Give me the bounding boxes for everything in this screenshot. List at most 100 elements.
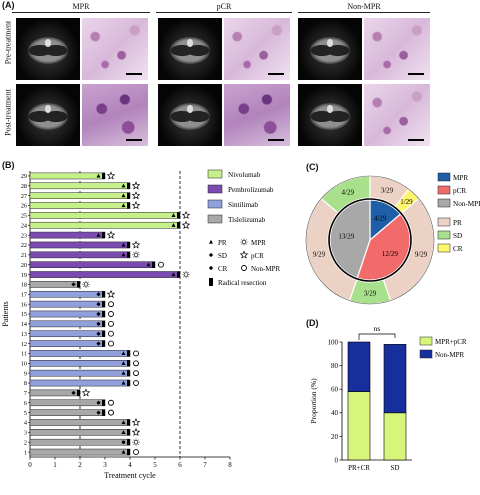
legend-swatch: [437, 198, 451, 208]
y-tick-label: 12: [21, 341, 27, 348]
resection-marker: [127, 350, 130, 357]
scale-bar: [126, 139, 142, 141]
legend-resection-label: Radical resection: [218, 279, 267, 287]
ct-image-pcr-pre: [158, 18, 222, 80]
response-marker: [121, 351, 126, 356]
outcome-marker: [131, 191, 141, 200]
y-tick-label: 19: [21, 272, 27, 279]
y-tick-label: 21: [21, 252, 27, 259]
legend-label: Pembrolizumab: [228, 186, 274, 194]
x-tick-label: 0: [28, 461, 32, 469]
proportion-stacked-bar-chart: 0 20 40 60 80 100 Proportion (%) PR+CR SD ns MPR+p…: [309, 324, 467, 472]
scale-bar: [126, 73, 142, 75]
legend-outcome-icon: [239, 250, 249, 259]
resection-marker: [77, 281, 80, 288]
legend-outcome-label: MPR: [251, 239, 266, 247]
y-tick-label: 11: [21, 351, 27, 358]
y-tick-label: 14: [21, 321, 27, 328]
x-tick-label: 1: [53, 461, 57, 469]
ct-image-pcr-post: [158, 84, 222, 146]
outcome-marker-ray: [83, 281, 85, 283]
legend-label: Non-MPR: [453, 200, 480, 208]
donut-slice-label: 3/29: [364, 290, 377, 298]
outcome-marker: [106, 289, 116, 298]
legend-label: Tislelizumab: [228, 216, 266, 224]
resection-marker: [177, 212, 180, 219]
resection-marker: [177, 271, 180, 278]
response-marker: [121, 183, 126, 188]
legend-outcome-icon-core: [241, 239, 247, 245]
y-tick-label: 60: [331, 386, 339, 394]
histology-image-mpr-post: [82, 84, 148, 146]
patient-bar: [29, 202, 131, 209]
ct-image-nonmpr-post: [298, 84, 362, 146]
patient-bar: [29, 429, 131, 436]
outcome-marker-ray: [183, 276, 185, 278]
outcome-marker: [182, 270, 190, 279]
legend-outcome-icon-ray: [241, 243, 243, 245]
patient-bar: [29, 409, 106, 416]
resection-marker: [127, 439, 130, 446]
resection-marker: [127, 182, 130, 189]
outcome-marker: [131, 427, 141, 437]
ct-image-nonmpr-pre: [298, 18, 362, 80]
outcome-marker-ray: [133, 256, 135, 258]
outcome-marker-ray: [87, 281, 89, 283]
group-title-mpr: MPR: [12, 2, 150, 13]
x-tick-label: 4: [128, 461, 132, 469]
response-marker: [121, 440, 126, 444]
response-marker: [96, 292, 101, 297]
patient-bar: [29, 231, 106, 239]
y-tick-label: 24: [21, 222, 27, 229]
outcome-marker: [181, 220, 191, 229]
panel-c-label: (C): [306, 162, 319, 172]
legend-swatch: [207, 169, 223, 179]
patient-bar: [29, 419, 131, 426]
donut-slice-label: 4/29: [342, 188, 355, 196]
outcome-marker: [108, 311, 114, 317]
response-marker: [121, 370, 126, 375]
outcome-marker: [133, 360, 139, 367]
x-tick-label: 6: [178, 461, 182, 469]
y-tick-label: 4: [24, 420, 27, 427]
outcome-marker-ray: [137, 443, 139, 445]
y-tick-label: 7: [24, 390, 27, 397]
resection-marker: [102, 409, 105, 416]
outcome-marker: [133, 370, 139, 377]
outcome-marker-core: [133, 252, 139, 257]
outcome-marker: [131, 181, 141, 190]
y-tick-label: 100: [328, 338, 339, 346]
legend-swatch: [207, 184, 223, 194]
outcome-marker: [131, 418, 141, 427]
donut-outer-border: [305, 175, 435, 305]
patient-bar: [29, 350, 131, 357]
response-marker: [96, 400, 101, 405]
patient-bar: [29, 369, 131, 377]
legend-label: pCR: [453, 187, 466, 195]
group-title-pcr: pCR: [156, 2, 292, 13]
outcome-marker-ray: [187, 271, 189, 274]
x-tick-label: SD: [391, 464, 400, 472]
stacked-bar-segment: [383, 412, 407, 461]
y-tick-label: 3: [24, 430, 27, 437]
y-tick-label: 17: [21, 291, 27, 298]
x-tick-label: 8: [228, 461, 232, 469]
resection-marker: [102, 301, 105, 308]
legend-outcome-label: pCR: [251, 252, 264, 260]
response-marker: [121, 361, 126, 365]
ct-image-mpr-pre: [16, 18, 80, 80]
y-tick-label: 5: [24, 410, 27, 417]
significance-label: ns: [374, 324, 381, 333]
response-marker: [146, 262, 151, 267]
patient-bar: [29, 448, 131, 456]
legend-swatch: [437, 217, 451, 227]
response-marker: [121, 430, 126, 434]
response-marker: [121, 449, 126, 454]
y-tick-label: 26: [21, 203, 27, 210]
outcome-marker-ray: [83, 285, 85, 288]
patient-bar: [29, 330, 106, 338]
donut-slice-label: 9/29: [415, 251, 428, 259]
response-marker: [121, 252, 126, 257]
outcome-marker: [106, 171, 116, 180]
